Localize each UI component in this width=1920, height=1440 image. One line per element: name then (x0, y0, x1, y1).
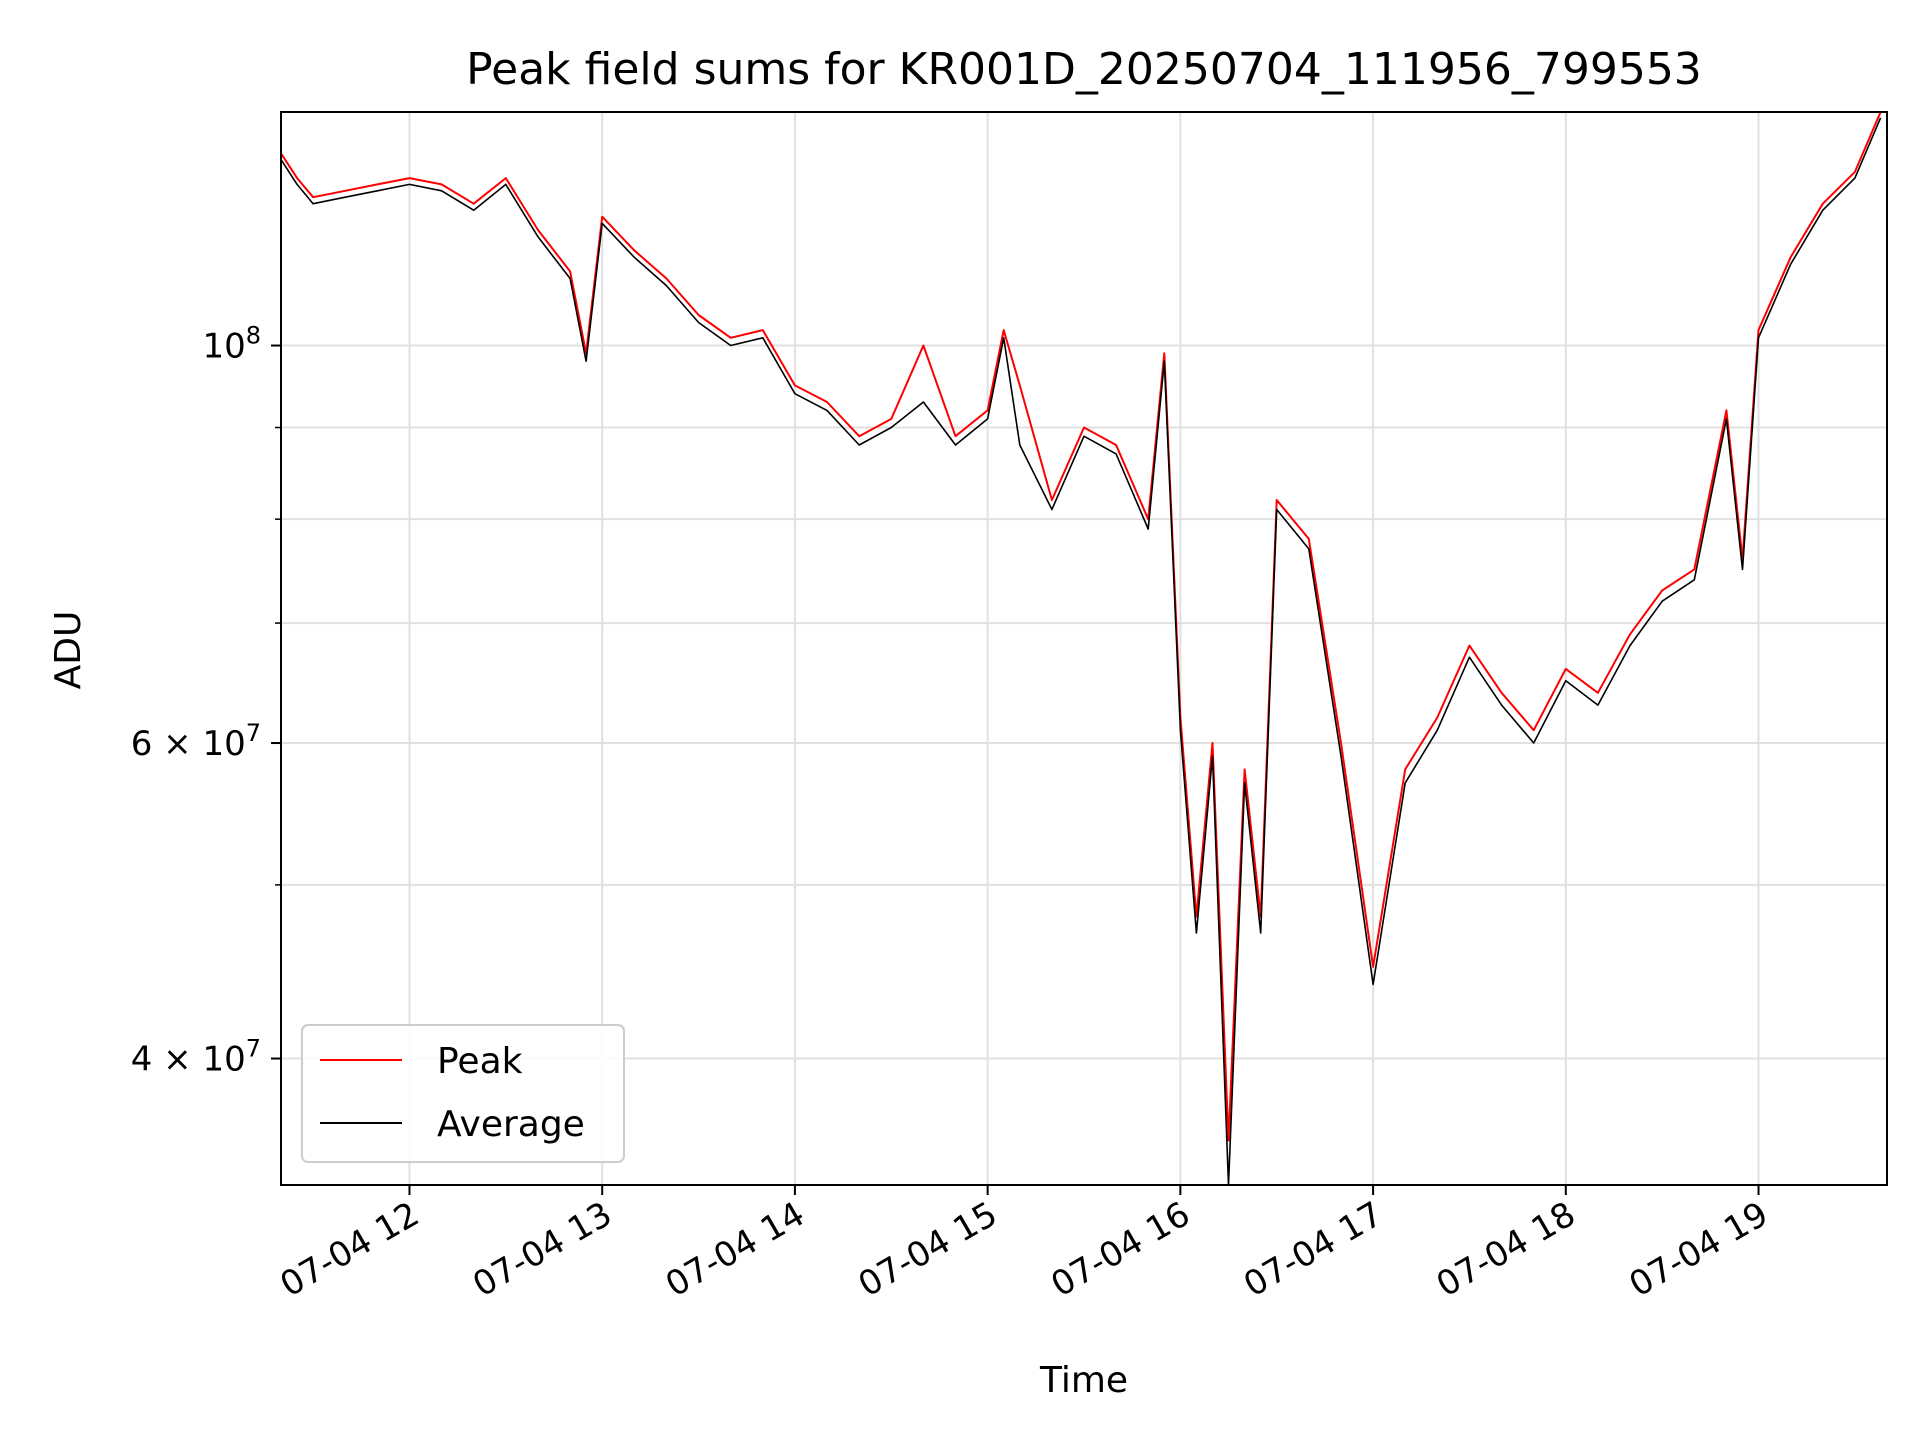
y-axis-label: ADU (48, 611, 89, 690)
plot-frame (280, 111, 1888, 1186)
y-tick-label: 6 × 107 (131, 719, 261, 764)
y-tick-label: 108 (202, 322, 261, 367)
y-ticks: 4 × 107 6 × 107 108 (131, 322, 281, 1080)
x-axis-label: Time (1039, 1360, 1128, 1401)
chart-title: Peak field sums for KR001D_20250704_1119… (466, 44, 1702, 95)
legend-label-average: Average (437, 1104, 585, 1145)
series-group (280, 111, 1882, 1186)
legend-label-peak: Peak (437, 1041, 523, 1082)
series-line-average (280, 117, 1882, 1186)
legend: Peak Average (301, 1024, 625, 1163)
series-line-peak (280, 111, 1882, 1142)
y-tick-label: 4 × 107 (131, 1035, 261, 1080)
